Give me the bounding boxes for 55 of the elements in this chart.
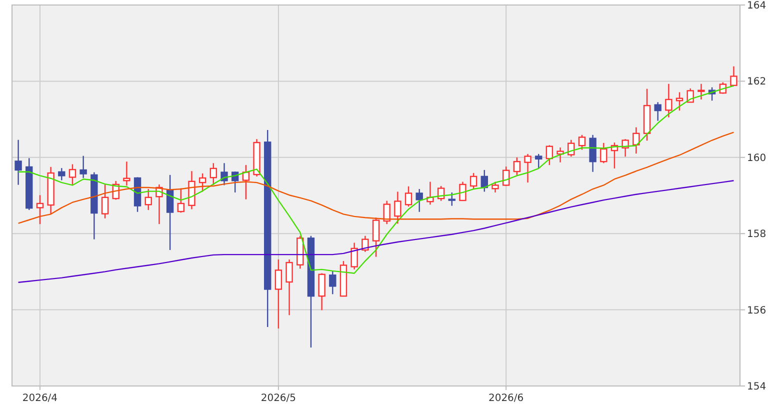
y-tick-label: 156 bbox=[747, 305, 766, 316]
x-tick-label: 2026/6 bbox=[488, 393, 524, 404]
candlestick bbox=[101, 184, 109, 219]
line-series bbox=[18, 180, 734, 283]
x-tick-label: 2026/5 bbox=[260, 393, 296, 404]
candlestick bbox=[492, 181, 499, 194]
y-tick-label: 158 bbox=[747, 229, 766, 240]
candlestick bbox=[36, 194, 44, 225]
candlestick bbox=[286, 258, 293, 316]
y-tick-label: 164 bbox=[747, 0, 766, 12]
candlestick bbox=[274, 258, 282, 330]
candlestick bbox=[394, 191, 402, 224]
candlestick bbox=[524, 153, 532, 184]
candlestick bbox=[568, 139, 575, 158]
candlestick bbox=[318, 272, 326, 311]
candlestick bbox=[632, 126, 640, 154]
candlestick bbox=[242, 164, 250, 200]
candlestick bbox=[556, 146, 564, 163]
candlestick bbox=[210, 162, 218, 186]
candlestick bbox=[14, 139, 22, 186]
candlestick bbox=[80, 155, 87, 179]
candlestick bbox=[578, 134, 586, 150]
candlestick bbox=[362, 235, 369, 252]
candlestick bbox=[546, 144, 554, 166]
candlestick bbox=[404, 186, 412, 208]
candlestick bbox=[600, 142, 608, 164]
candlestick bbox=[198, 172, 206, 192]
candlestick bbox=[144, 188, 152, 211]
candlestick bbox=[534, 153, 542, 170]
candlestick bbox=[58, 167, 66, 181]
candlestick bbox=[383, 200, 390, 225]
candlestick bbox=[177, 188, 184, 214]
y-tick-label: 160 bbox=[747, 152, 766, 164]
candlestick bbox=[676, 92, 684, 112]
candlestick bbox=[654, 102, 662, 122]
y-tick-label: 162 bbox=[747, 76, 766, 88]
candlestick bbox=[502, 166, 510, 187]
candlestick bbox=[665, 83, 672, 118]
candlestick bbox=[329, 270, 336, 295]
y-tick-label: 154 bbox=[747, 382, 766, 392]
candlestick bbox=[470, 172, 478, 190]
candlestick bbox=[372, 217, 380, 258]
line-series bbox=[18, 132, 734, 224]
candlestick bbox=[68, 164, 76, 186]
candlestick bbox=[448, 192, 456, 206]
candlestick bbox=[589, 134, 596, 172]
candlestick bbox=[416, 188, 423, 212]
candlestick bbox=[686, 88, 694, 103]
candlestick bbox=[350, 242, 358, 270]
candlestick bbox=[513, 156, 521, 176]
candlestick bbox=[459, 181, 466, 202]
candlestick bbox=[730, 66, 738, 86]
candlestick bbox=[123, 160, 130, 186]
candlestick bbox=[698, 83, 705, 100]
x-tick-label: 2026/4 bbox=[22, 393, 58, 404]
